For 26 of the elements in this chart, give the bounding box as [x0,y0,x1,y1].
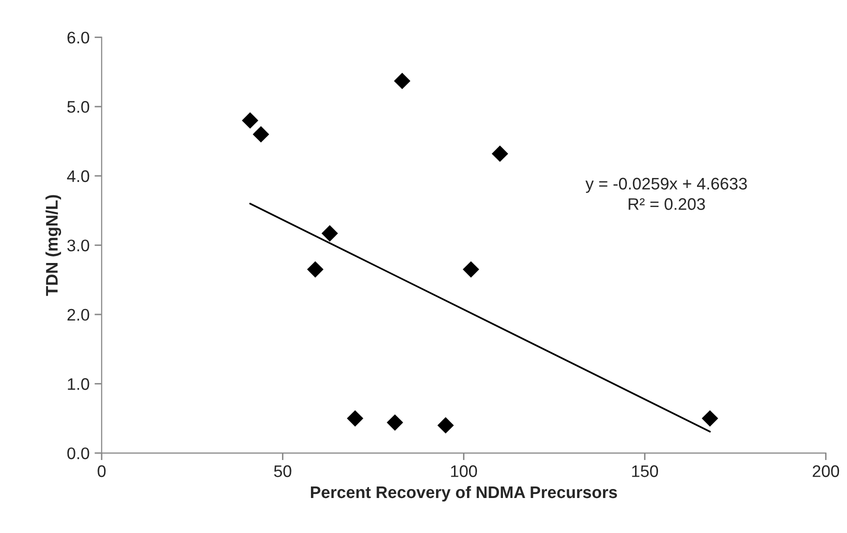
x-tick-label: 150 [632,465,658,478]
y-tick-label: 3.0 [67,240,90,252]
point [437,417,454,434]
x-axis-title: Percent Recovery of NDMA Precursors [310,486,617,502]
y-tick-label: 6.0 [68,32,90,44]
y-tick-label: 1.0 [68,378,90,390]
y-axis-title: TDN (mgN/L) [46,195,62,296]
point [322,225,338,242]
point [346,410,364,427]
point [394,72,410,90]
x-tick-label: 200 [812,465,840,478]
y-tick-label: 0.0 [67,447,90,460]
point [462,261,480,278]
y-tick-label: 4.0 [67,170,90,182]
x-tick-label: 0 [98,465,106,478]
point [386,414,404,431]
point [702,410,718,427]
point [492,146,508,162]
point [307,261,324,278]
x-tick-label: 50 [274,465,292,478]
x-tick-label: 100 [451,465,477,478]
point [242,112,258,129]
point [252,126,270,143]
y-tick-label: 2.0 [68,308,90,321]
y-tick-label: 5.0 [67,101,90,113]
annotation: y = -0.0259x + 4.6633 R² = 0.203 [585,178,747,210]
